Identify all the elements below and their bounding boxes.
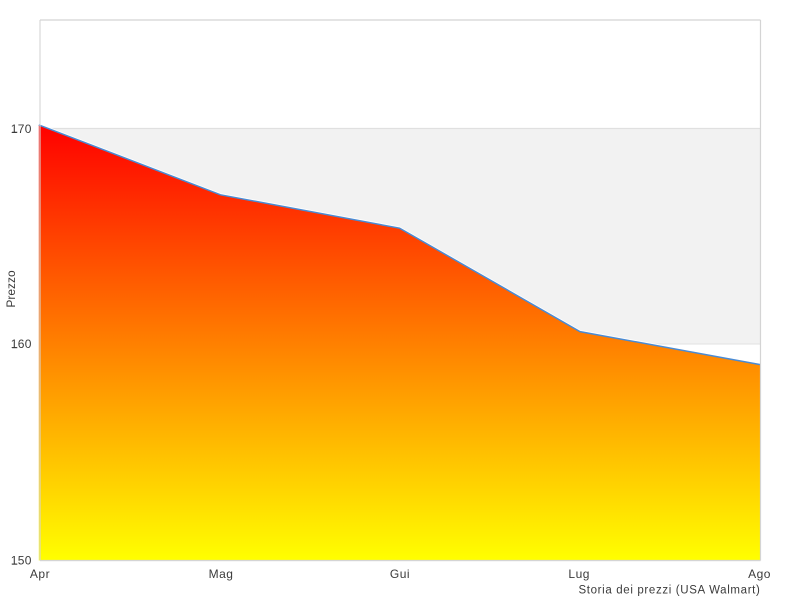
svg-text:Storia dei prezzi (USA Walmart: Storia dei prezzi (USA Walmart) xyxy=(578,585,760,597)
svg-text:150: 150 xyxy=(11,554,32,568)
svg-text:170: 170 xyxy=(11,122,32,136)
svg-text:Lug: Lug xyxy=(568,567,590,581)
svg-text:Gui: Gui xyxy=(390,567,410,581)
svg-text:Mag: Mag xyxy=(209,567,234,581)
svg-text:Prezzo: Prezzo xyxy=(4,270,18,308)
svg-text:Apr: Apr xyxy=(30,567,50,581)
svg-text:Ago: Ago xyxy=(748,567,771,581)
svg-text:160: 160 xyxy=(11,337,32,351)
